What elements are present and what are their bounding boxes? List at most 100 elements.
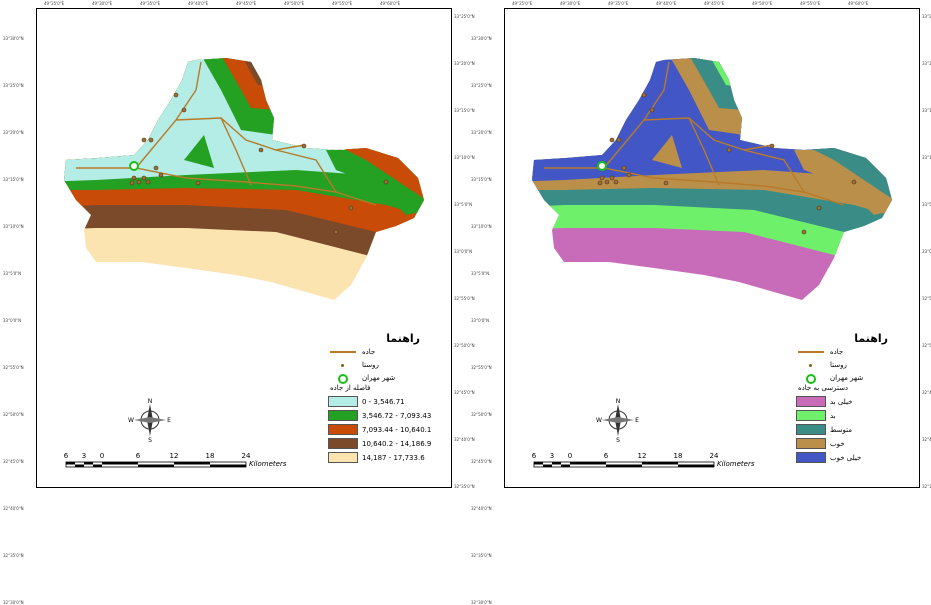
left-coordinate-label: 33°20'0"N [3, 130, 24, 135]
compass-s: S [616, 437, 620, 442]
left-coordinate-label: 33°30'0"N [3, 36, 24, 41]
left-coordinate-label: 32°55'0"N [471, 365, 492, 370]
scale-bar: 6 3 0 6 12 18 24 Kilometers [530, 452, 770, 474]
right-coordinate-label: 33°10'0"N [454, 155, 475, 160]
legend-class: 0 - 3,546.71 [328, 395, 458, 408]
legend-class: 14,187 - 17,733.6 [328, 451, 458, 464]
top-coordinate-label: 49°35'0"E [140, 1, 161, 6]
left-coordinate-label: 32°35'0"N [3, 553, 24, 558]
right-coordinate-label: 32°35'0"N [922, 484, 931, 489]
left-coordinate-label: 32°45'0"N [471, 459, 492, 464]
right-coordinate-label: 32°40'0"N [454, 437, 475, 442]
left-coordinate-label: 33°10'0"N [471, 224, 492, 229]
map-frame-border [36, 8, 452, 488]
left-coordinate-label: 32°50'0"N [3, 412, 24, 417]
compass-n: N [148, 398, 153, 405]
compass-s: S [148, 437, 152, 442]
legend-class: متوسط [796, 423, 926, 436]
top-coordinate-label: 49°45'0"E [704, 1, 725, 6]
legend-subtitle: دسترسی به جاده [798, 384, 849, 392]
left-coordinate-label: 33°0'0"N [3, 318, 22, 323]
scale-unit: Kilometers [717, 460, 755, 468]
right-coordinate-label: 32°55'0"N [454, 296, 475, 301]
scale-numbers: 6 3 0 6 12 18 24 [531, 452, 719, 460]
legend-subtitle: فاصله از جاده [330, 384, 371, 392]
top-coordinate-label: 49°60'0"E [380, 1, 401, 6]
top-coordinate-label: 49°25'0"E [512, 1, 533, 6]
right-coordinate-label: 33°20'0"N [454, 61, 475, 66]
legend-city: شهر مهران [328, 371, 458, 384]
legend: راهنما جاده روستا شهر مهران فاصله از جاد… [328, 332, 458, 465]
compass-e: E [635, 417, 639, 424]
north-arrow-icon: N S E W [596, 398, 639, 442]
scale-bar-graphic [65, 461, 247, 468]
legend-class: بد [796, 409, 926, 422]
compass-e: E [167, 417, 171, 424]
legend-class: خیلی خوب [796, 451, 926, 464]
legend: راهنما جاده روستا شهر مهران دسترسی به جا… [796, 332, 926, 465]
legend-class: خوب [796, 437, 926, 450]
class-swatch [796, 438, 826, 449]
scale-unit: Kilometers [249, 460, 287, 468]
legend-title: راهنما [386, 332, 420, 345]
legend-class: 10,640.2 - 14,186.9 [328, 437, 458, 450]
top-coordinate-label: 49°50'0"E [752, 1, 773, 6]
left-coordinate-label: 33°30'0"N [471, 36, 492, 41]
city-mehran-marker [129, 161, 139, 171]
top-coordinate-label: 49°45'0"E [236, 1, 257, 6]
top-coordinate-label: 49°25'0"E [44, 1, 65, 6]
right-coordinate-label: 33°5'0"N [922, 202, 931, 207]
right-coordinate-label: 33°5'0"N [454, 202, 473, 207]
left-coordinate-label: 33°0'0"N [471, 318, 490, 323]
map-road-accessibility: 49°25'0"E 49°30'0"E 49°35'0"E 49°40'0"E 49°4… [471, 0, 931, 605]
map-canvas [64, 58, 424, 300]
class-swatch [328, 424, 358, 435]
scale-bar: 6 3 0 6 12 18 24 Kilometers [62, 452, 302, 474]
legend-classes: خیلی بد بد متوسط خوب خیلی خوب [796, 395, 926, 464]
right-coordinate-label: 33°15'0"N [454, 108, 475, 113]
legend-road: جاده [328, 345, 458, 358]
map-canvas [532, 58, 892, 300]
village-points [597, 92, 857, 235]
class-swatch [796, 452, 826, 463]
right-coordinate-label: 33°10'0"N [922, 155, 931, 160]
class-swatch [328, 452, 358, 463]
compass-w: W [596, 417, 602, 424]
legend-classes: 0 - 3,546.71 3,546.72 - 7,093.43 7,093.4… [328, 395, 458, 464]
right-coordinate-label: 32°45'0"N [922, 390, 931, 395]
top-coordinate-label: 49°30'0"E [560, 1, 581, 6]
top-coordinate-label: 49°40'0"E [188, 1, 209, 6]
legend-class: 7,093.44 - 10,640.1 [328, 423, 458, 436]
map-distance-from-road: 49°25'0"E 49°30'0"E 49°35'0"E 49°40'0"E 49°4… [3, 0, 475, 605]
left-coordinate-label: 33°15'0"N [3, 177, 24, 182]
compass-n: N [616, 398, 621, 405]
left-coordinate-label: 33°25'0"N [471, 83, 492, 88]
right-coordinate-label: 33°25'0"N [454, 14, 475, 19]
legend-class: خیلی بد [796, 395, 926, 408]
left-coordinate-label: 33°5'0"N [471, 271, 490, 276]
class-swatch [328, 396, 358, 407]
left-coordinate-label: 32°30'0"N [471, 600, 492, 605]
legend-road: جاده [796, 345, 926, 358]
left-coordinate-label: 33°25'0"N [3, 83, 24, 88]
right-coordinate-label: 32°40'0"N [922, 437, 931, 442]
top-coordinate-label: 49°30'0"E [92, 1, 113, 6]
left-coordinate-label: 32°30'0"N [3, 600, 24, 605]
scale-numbers: 6 3 0 6 12 18 24 [63, 452, 251, 460]
right-coordinate-label: 33°0'0"N [922, 249, 931, 254]
left-coordinate-label: 32°40'0"N [471, 506, 492, 511]
legend-village: روستا [796, 358, 926, 371]
left-coordinate-label: 33°10'0"N [3, 224, 24, 229]
top-coordinate-label: 49°35'0"E [608, 1, 629, 6]
left-coordinate-label: 32°50'0"N [471, 412, 492, 417]
scale-bar-graphic [533, 461, 715, 468]
class-swatch [328, 438, 358, 449]
village-points [129, 92, 389, 235]
legend-class: 3,546.72 - 7,093.43 [328, 409, 458, 422]
class-swatch [796, 396, 826, 407]
legend-city: شهر مهران [796, 371, 926, 384]
left-coordinate-label: 32°55'0"N [3, 365, 24, 370]
right-coordinate-label: 33°15'0"N [922, 108, 931, 113]
right-coordinate-label: 32°55'0"N [922, 296, 931, 301]
top-coordinate-label: 49°55'0"E [800, 1, 821, 6]
